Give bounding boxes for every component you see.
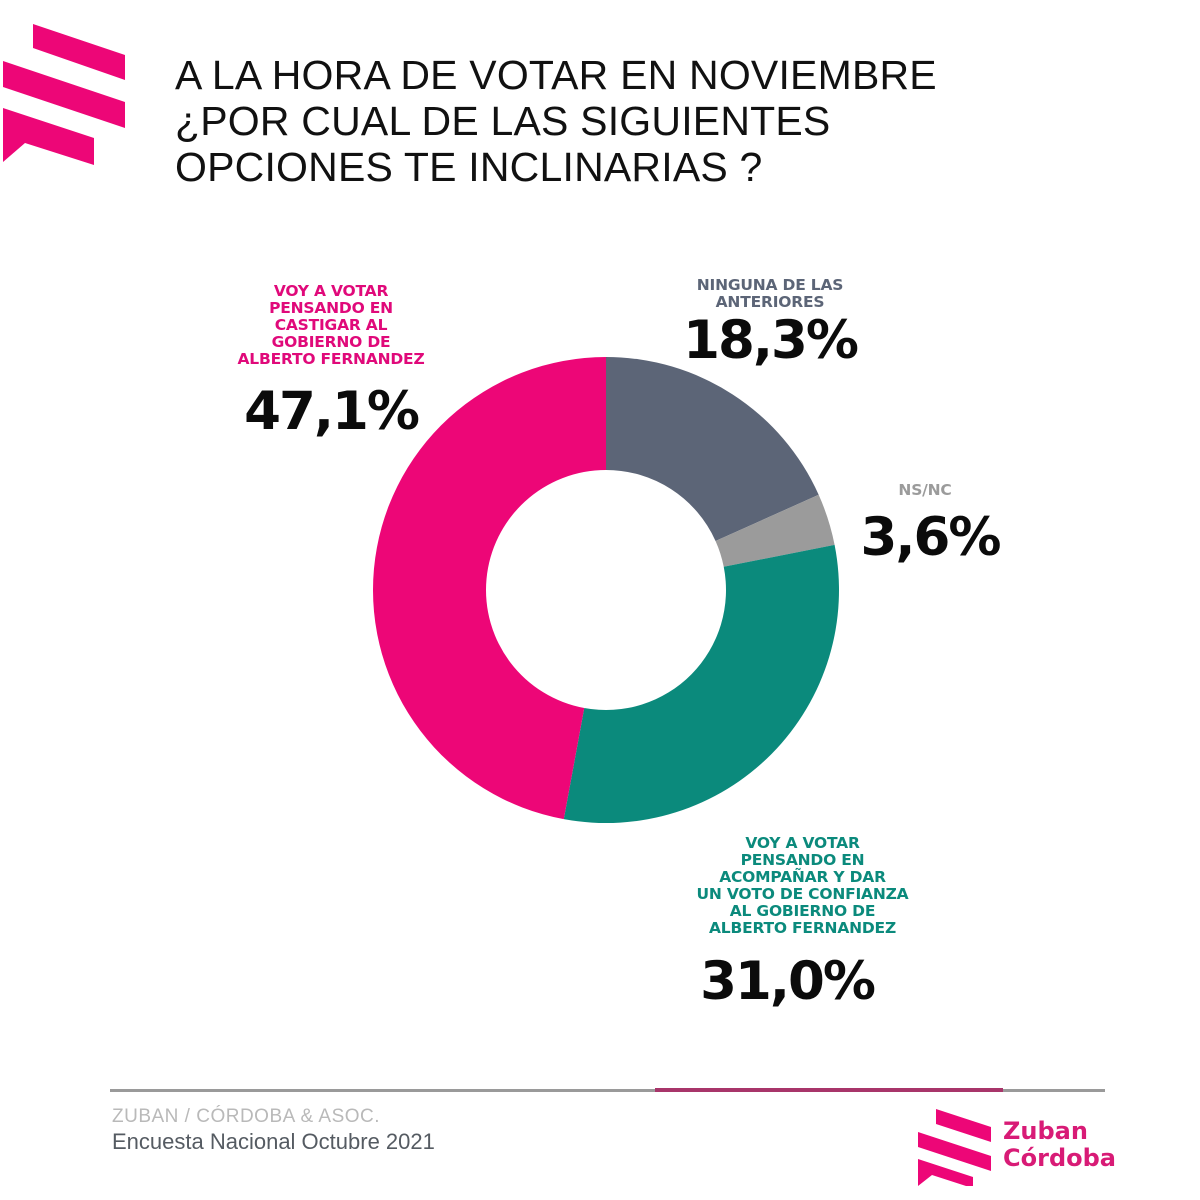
value-label-castigar: 47,1%: [244, 381, 420, 442]
label-line: VOY A VOTAR: [745, 834, 860, 852]
logo-stripe: [3, 61, 125, 128]
donut-slice-acompanar: [563, 544, 840, 824]
label-castigar: VOY A VOTAR PENSANDO EN CASTIGAR AL GOBI…: [222, 283, 440, 368]
label-acompanar: VOY A VOTAR PENSANDO EN ACOMPAÑAR Y DAR …: [680, 835, 925, 937]
label-line: ACOMPAÑAR Y DAR: [719, 868, 886, 886]
title-line: A LA HORA DE VOTAR EN NOVIEMBRE: [175, 52, 937, 98]
label-line: PENSANDO EN: [740, 851, 865, 869]
brand-logo-icon: [918, 1109, 991, 1186]
label-line: VOY A VOTAR: [273, 282, 389, 300]
donut-slice-nsnc: [715, 494, 835, 567]
brand-line: Zuban: [1003, 1117, 1088, 1145]
label-line: GOBIERNO DE: [271, 333, 391, 351]
label-ninguna: NINGUNA DE LAS ANTERIORES: [660, 277, 880, 311]
label-line: AL GOBIERNO DE: [729, 902, 876, 920]
value-label-nsnc: 3,6%: [860, 507, 1002, 568]
logo-stripe: [936, 1109, 991, 1142]
logo-stripe: [918, 1159, 973, 1186]
label-line: CASTIGAR AL: [274, 316, 388, 334]
label-nsnc: NS/NC: [850, 482, 1000, 499]
label-line: NS/NC: [898, 481, 952, 499]
logo-stripe: [3, 108, 94, 165]
title-line: OPCIONES TE INCLINARIAS ?: [175, 144, 763, 190]
label-line: NINGUNA DE LAS: [696, 276, 844, 294]
brand-name: Zuban Córdoba: [1003, 1118, 1116, 1172]
footer-divider-accent: [655, 1088, 1003, 1092]
label-line: ALBERTO FERNANDEZ: [708, 919, 896, 937]
survey-name: Encuesta Nacional Octubre 2021: [112, 1129, 435, 1154]
source-credit: ZUBAN / CÓRDOBA & ASOC.: [112, 1106, 381, 1127]
donut-slice-castigar: [373, 357, 606, 820]
zuban-cordoba-logo-icon: [3, 24, 125, 165]
label-line: PENSANDO EN: [269, 299, 393, 317]
label-line: ALBERTO FERNANDEZ: [237, 350, 425, 368]
donut-slice-ninguna: [606, 357, 819, 541]
value-label-acompanar: 31,0%: [700, 951, 876, 1012]
title-line: ¿POR CUAL DE LAS SIGUIENTES: [175, 98, 831, 144]
footer-divider: [110, 1089, 1105, 1092]
logo-stripe: [918, 1132, 991, 1171]
value-label-ninguna: 18,3%: [683, 310, 859, 371]
logo-stripe: [33, 24, 125, 80]
brand-line: Córdoba: [1003, 1144, 1116, 1172]
label-line: ANTERIORES: [715, 293, 825, 311]
chart-title: A LA HORA DE VOTAR EN NOVIEMBRE ¿POR CUA…: [175, 52, 937, 190]
label-line: UN VOTO DE CONFIANZA: [696, 885, 909, 903]
